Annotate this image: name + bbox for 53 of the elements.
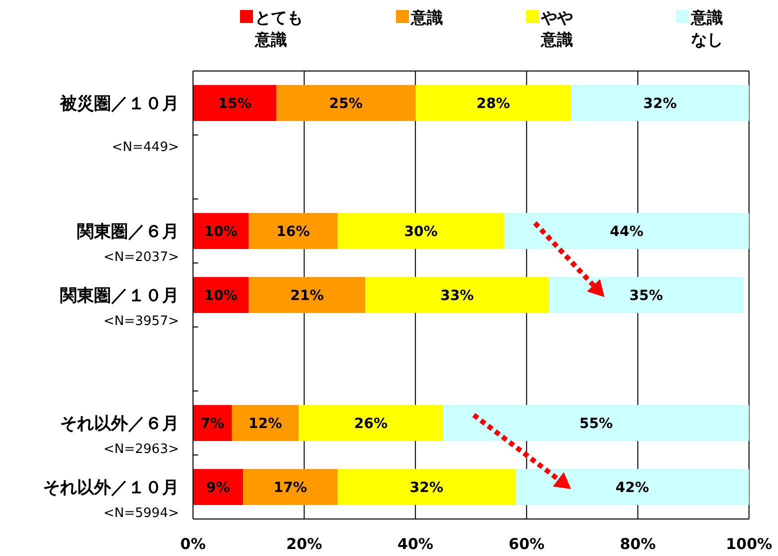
bar [232, 405, 299, 441]
data-label: 32% [410, 480, 444, 496]
legend-label: やや意識 [540, 8, 573, 49]
data-label: 16% [276, 224, 310, 240]
bar [571, 85, 749, 121]
data-label: 42% [615, 480, 649, 496]
x-tick-label: 100% [726, 535, 772, 553]
data-label: 26% [354, 416, 388, 432]
y-tick-label: 関東圏／１０月 <N=3957> [60, 286, 179, 329]
bar [193, 469, 244, 505]
bar [193, 277, 249, 313]
data-label: 10% [204, 224, 238, 240]
data-label: 35% [629, 288, 663, 304]
legend-label: とても意識 [254, 8, 303, 49]
data-label: 32% [643, 96, 677, 112]
x-tick-label: 80% [620, 535, 656, 553]
bar [193, 85, 276, 121]
data-label: 33% [440, 288, 474, 304]
y-tick-label: それ以外／１０月 <N=5994> [43, 478, 179, 521]
data-label: 7% [200, 416, 224, 432]
x-tick-label: 60% [508, 535, 545, 553]
data-label: 28% [476, 96, 510, 112]
legend-label: 意識 [410, 8, 443, 27]
bar [248, 213, 338, 249]
data-label: 30% [404, 224, 438, 240]
bar [193, 213, 249, 249]
data-label: 9% [206, 480, 230, 496]
data-label: 12% [248, 416, 282, 432]
category-label: 被災圏／１０月 <N=449> [60, 94, 179, 155]
y-tick-label: 関東圏／６月 <N=2037> [77, 222, 179, 265]
bar [515, 469, 749, 505]
bar [548, 277, 744, 313]
x-tick-label: 40% [397, 535, 434, 553]
x-tick-label: 20% [286, 535, 322, 553]
bar [415, 85, 572, 121]
data-label: 17% [274, 480, 308, 496]
bar [193, 405, 232, 441]
data-label: 15% [218, 96, 252, 112]
data-label: 55% [579, 416, 613, 432]
data-label: 10% [204, 288, 238, 304]
data-label: 44% [610, 224, 644, 240]
bar [276, 85, 416, 121]
bar [298, 405, 444, 441]
y-tick-label: それ以外／６月 <N=2963> [60, 414, 179, 457]
bar [243, 469, 338, 505]
bar [365, 277, 549, 313]
bar [248, 277, 366, 313]
bar [338, 469, 516, 505]
x-tick-label: 0% [180, 535, 206, 553]
bar [338, 213, 504, 249]
data-label: 25% [329, 96, 363, 112]
data-label: 21% [290, 288, 324, 304]
legend-label: 意識なし [690, 8, 723, 49]
